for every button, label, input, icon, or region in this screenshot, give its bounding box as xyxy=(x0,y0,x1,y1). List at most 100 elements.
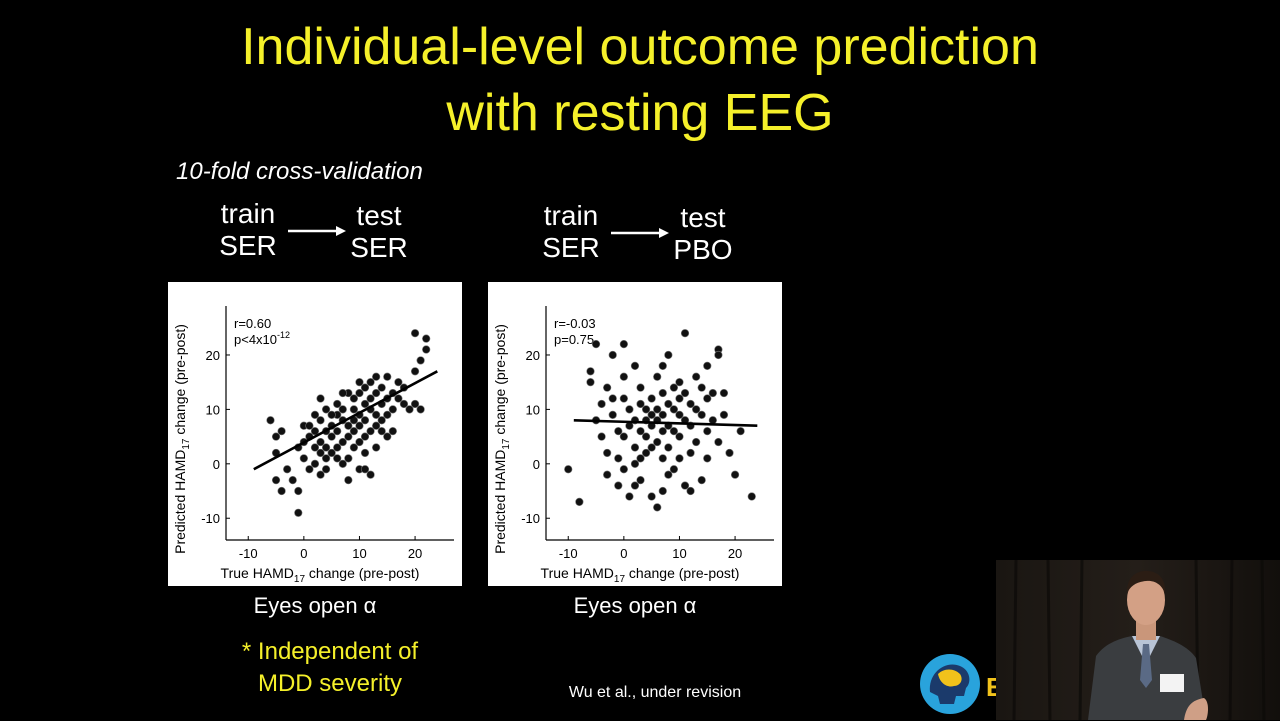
left-chart-data-point xyxy=(288,476,297,485)
left-test-group: SER xyxy=(350,232,408,263)
right-chart-data-point xyxy=(686,486,695,496)
left-chart-data-point xyxy=(316,448,325,458)
right-chart-data-point xyxy=(603,470,612,479)
left-chart-data-point xyxy=(383,410,392,419)
right-chart-data-point xyxy=(636,427,645,436)
left-chart-y-tick-label: -10 xyxy=(201,511,220,526)
right-chart-data-point xyxy=(647,492,656,501)
left-chart-data-point xyxy=(344,421,353,430)
right-chart-data-point xyxy=(686,399,695,409)
right-chart-data-point xyxy=(675,394,684,403)
left-chart-data-point xyxy=(349,427,359,436)
right-chart-data-point xyxy=(641,448,651,458)
left-chart-data-point xyxy=(299,454,308,463)
left-chart-data-point xyxy=(416,356,425,365)
right-chart-y-tick-label: 10 xyxy=(526,402,540,417)
left-chart-data-point xyxy=(366,470,375,479)
right-chart-data-point xyxy=(680,481,690,490)
right-chart-data-point xyxy=(603,448,612,458)
left-chart-data-point xyxy=(422,334,431,343)
left-chart-y-tick-label: 20 xyxy=(206,348,220,363)
left-train-group: SER xyxy=(219,230,277,261)
right-chart-y-tick-label: -10 xyxy=(521,511,540,526)
right-chart-data-point xyxy=(591,339,601,349)
left-chart-data-point xyxy=(305,465,314,474)
right-chart-data-point xyxy=(647,394,656,403)
right-chart-data-point xyxy=(658,361,667,370)
left-chart-data-point xyxy=(310,427,320,436)
right-chart-x-tick-label: 0 xyxy=(620,546,627,561)
right-chart-data-point xyxy=(658,486,667,496)
left-chart-data-point xyxy=(316,470,325,479)
left-chart-data-point xyxy=(394,394,403,403)
right-chart-data-point xyxy=(636,399,645,409)
speaker-figure-icon xyxy=(996,560,1280,720)
right-chart-y-axis-label: Predicted HAMD17 change (pre-post) xyxy=(492,324,512,554)
right-chart-data-point xyxy=(614,427,623,436)
left-chart-data-point xyxy=(344,432,353,441)
right-chart-data-point xyxy=(586,378,595,387)
right-chart-data-point xyxy=(692,405,701,414)
right-chart-data-point xyxy=(669,465,679,474)
right-chart-data-point xyxy=(625,492,634,501)
right-chart-caption: Eyes open α xyxy=(573,593,697,618)
right-chart-data-point xyxy=(664,470,673,479)
right-test-group: PBO xyxy=(673,234,733,265)
left-chart-data-point xyxy=(366,427,375,436)
right-chart-data-point xyxy=(719,388,729,398)
right-chart-x-tick-label: 10 xyxy=(672,546,686,561)
right-chart-data-point xyxy=(630,443,640,452)
right-chart-data-point xyxy=(675,410,684,419)
left-chart-data-point xyxy=(360,448,370,458)
right-chart-data-point xyxy=(675,378,684,387)
right-chart-data-point xyxy=(614,454,623,463)
left-chart-x-axis-label: True HAMD17 change (pre-post) xyxy=(221,565,420,585)
left-chart-data-point xyxy=(388,405,397,414)
right-chart-data-point xyxy=(747,492,756,501)
left-chart-data-point xyxy=(383,432,392,441)
right-chart-data-point xyxy=(630,459,640,468)
left-chart-data-point xyxy=(399,399,409,409)
right-chart-y-tick-label: 20 xyxy=(526,348,540,363)
left-chart-data-point xyxy=(316,394,325,403)
left-chart-data-point xyxy=(338,405,347,414)
left-chart-x-tick-label: 20 xyxy=(408,546,422,561)
left-chart-data-point xyxy=(377,383,386,392)
right-chart-data-point xyxy=(575,497,584,507)
right-chart-data-point xyxy=(697,410,706,419)
left-chart-data-point xyxy=(321,454,331,463)
title-line-1: Individual-level outcome prediction xyxy=(241,18,1039,76)
left-train-block: train SER xyxy=(210,198,286,262)
left-chart-caption: Eyes open α xyxy=(253,593,377,618)
right-chart-data-point xyxy=(647,443,656,452)
right-chart-data-point xyxy=(658,410,667,419)
right-chart-data-point xyxy=(703,361,712,370)
right-chart-stat-r: r=-0.03 xyxy=(554,316,596,331)
left-train-test-flow: train SER test SER xyxy=(210,198,430,268)
left-chart-data-point xyxy=(327,410,336,419)
right-chart-data-point xyxy=(608,350,617,360)
left-chart-data-point xyxy=(349,405,359,414)
right-train-label: train xyxy=(543,200,599,231)
right-chart-stat-p: p=0.75 xyxy=(554,332,594,347)
left-chart-data-point xyxy=(338,388,347,398)
right-chart-data-point xyxy=(708,416,717,425)
left-train-label: train xyxy=(220,198,276,229)
left-chart-data-point xyxy=(377,427,386,436)
left-chart-data-point xyxy=(355,421,364,430)
right-chart-x-tick-label: -10 xyxy=(559,546,578,561)
right-chart-data-point xyxy=(697,383,706,392)
speaker-video-inset xyxy=(996,560,1280,720)
left-chart-data-point xyxy=(349,394,359,403)
right-chart-data-point xyxy=(703,454,712,463)
left-chart-data-point xyxy=(360,465,370,474)
left-test-label: test xyxy=(356,200,402,231)
left-chart-data-point xyxy=(333,454,342,463)
right-chart-data-point xyxy=(708,388,717,398)
left-chart-data-point xyxy=(333,443,342,452)
right-chart-data-point xyxy=(658,427,667,436)
left-chart-data-point xyxy=(372,421,381,430)
right-chart-data-point xyxy=(647,410,656,419)
left-chart-fit-line xyxy=(253,370,438,471)
left-chart-y-tick-label: 10 xyxy=(206,402,220,417)
